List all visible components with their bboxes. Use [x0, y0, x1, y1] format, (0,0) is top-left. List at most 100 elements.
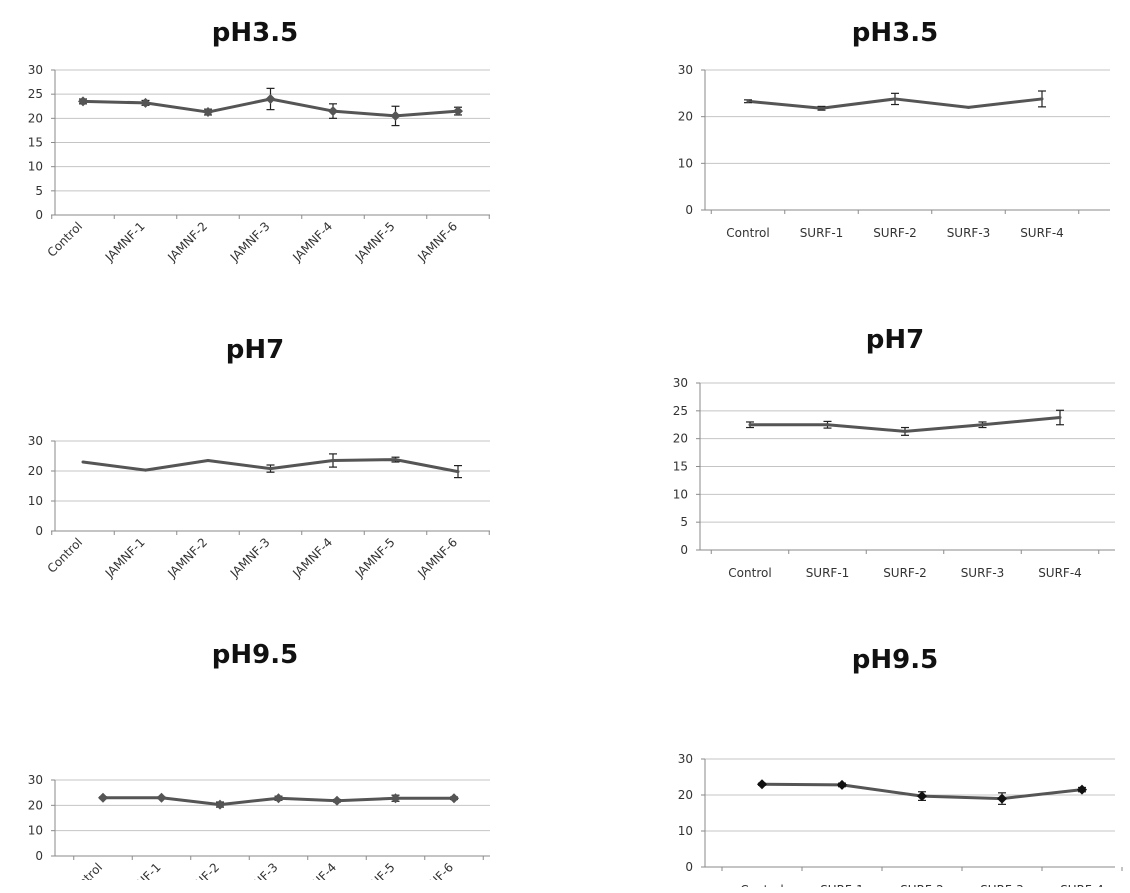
x-tick-label: SURF-4 — [1060, 883, 1104, 887]
data-point-marker — [390, 110, 401, 121]
x-tick-label: JAMNF-1 — [102, 219, 148, 265]
chart-svg: 0 10 20 30 Control SURF-1 SURF-2 SURF-3 SURF-4 — [678, 63, 1110, 240]
y-tick-label: 0 — [685, 860, 693, 874]
y-tick-label: 25 — [673, 404, 688, 418]
x-tick-label: JAMNF-5 — [352, 860, 398, 880]
y-tick-label: 0 — [680, 543, 688, 557]
x-tick-label: Control — [726, 226, 769, 240]
data-point-marker — [140, 97, 151, 108]
y-tick-label: 20 — [678, 788, 693, 802]
y-tick-label: 30 — [673, 376, 688, 390]
y-tick-label: 20 — [28, 798, 43, 812]
y-tick-label: 30 — [678, 63, 693, 77]
x-tick-label: SURF-3 — [980, 883, 1024, 887]
data-point-marker — [1077, 784, 1087, 795]
x-tick-label: SURF-3 — [961, 566, 1005, 580]
y-tick-label: 10 — [678, 824, 693, 838]
x-tick-label: Control — [728, 566, 771, 580]
data-point — [826, 423, 829, 427]
data-point — [144, 468, 147, 472]
chart-panel-4: pH7 0 5 10 15 20 25 30 Control SURF-1 SURF-2 SURF-… — [660, 325, 1130, 605]
y-tick-label: 30 — [678, 752, 693, 766]
x-tick-label: JAMNF-3 — [227, 219, 273, 265]
data-point-marker — [156, 792, 167, 803]
data-point-marker — [390, 793, 401, 804]
x-tick-label: SURF-1 — [820, 883, 864, 887]
x-tick-label: SURF-3 — [947, 226, 991, 240]
data-point — [206, 459, 210, 462]
chart-title: pH3.5 — [851, 18, 939, 48]
data-point-marker — [203, 107, 213, 118]
x-tick-label: SURF-4 — [1038, 566, 1082, 580]
chart-svg: 0 5 10 15 20 25 30 Control JAMNF-1 JAMNF-2 JAMNF-3… — [28, 63, 490, 265]
y-tick-label: 15 — [673, 460, 688, 474]
y-tick-label: 25 — [28, 87, 43, 101]
y-tick-label: 0 — [35, 208, 43, 222]
data-point-marker — [332, 795, 342, 806]
data-point — [820, 106, 823, 110]
data-point-marker — [78, 96, 88, 107]
x-tick-label: SURF-2 — [883, 566, 927, 580]
data-point — [1040, 97, 1044, 101]
chart-panel-2: pH3.5 0 10 20 30 Control SURF-1 SURF-2 SURF-3 SU… — [660, 0, 1130, 300]
y-tick-label: 30 — [28, 63, 43, 77]
y-tick-label: 10 — [28, 494, 43, 508]
y-tick-label: 5 — [680, 515, 688, 529]
data-point — [748, 423, 752, 427]
chart-svg: 0 10 20 30 Control JAMNF-1 JAMNF-2 JAMNF-3 JAMNF… — [28, 434, 490, 581]
x-tick-label: SURF-2 — [873, 226, 917, 240]
data-point — [893, 97, 897, 101]
x-tick-label: JAMNF-4 — [289, 535, 335, 581]
chart-title: pH3.5 — [211, 18, 299, 48]
x-tick-label: JAMNF-2 — [164, 535, 210, 581]
x-tick-label: Control — [740, 883, 783, 887]
y-tick-label: 0 — [35, 849, 43, 863]
data-point-marker — [453, 106, 463, 117]
chart-title: pH7 — [865, 325, 925, 355]
data-point-marker — [917, 791, 927, 802]
y-tick-label: 0 — [35, 524, 43, 538]
y-tick-label: 20 — [673, 432, 688, 446]
data-point — [81, 460, 85, 464]
data-point — [394, 458, 397, 462]
x-tick-label: JAMNF-3 — [235, 860, 281, 880]
data-point-marker — [215, 799, 225, 810]
y-tick-label: 10 — [28, 160, 43, 174]
x-tick-label: JAMNF-1 — [118, 860, 164, 880]
chart-panel-1: pH3.5 0 5 10 15 20 25 30 Control JAMNF-1 JAMNF-2 J… — [0, 0, 510, 300]
data-point — [746, 99, 750, 103]
x-tick-label: JAMNF-6 — [410, 860, 456, 880]
y-tick-label: 15 — [28, 136, 43, 150]
chart-title: pH9.5 — [851, 645, 939, 675]
x-tick-label: JAMNF-6 — [414, 219, 460, 265]
x-tick-label: JAMNF-5 — [352, 219, 398, 265]
chart-svg: 0 5 10 15 20 25 30 Control SURF-1 SURF-2 SURF-3 SUR… — [673, 376, 1115, 580]
x-tick-label: SURF-1 — [806, 566, 850, 580]
data-point — [331, 459, 335, 462]
data-point-marker — [757, 779, 767, 790]
data-point-marker — [837, 779, 847, 790]
y-tick-label: 10 — [28, 824, 43, 838]
chart-panel-5: pH9.5 0 10 20 30 Control JAMNF-1 JAMNF-2 JAMNF-… — [0, 640, 510, 893]
x-tick-label: SURF-4 — [1020, 226, 1064, 240]
x-tick-label: JAMNF-6 — [414, 535, 460, 581]
x-tick-label: SURF-2 — [900, 883, 944, 887]
y-tick-label: 5 — [35, 184, 43, 198]
x-tick-label: JAMNF-3 — [227, 535, 273, 581]
data-point — [1058, 416, 1062, 420]
x-tick-label: JAMNF-5 — [352, 535, 398, 581]
chart-svg: 0 10 20 30 Control JAMNF-1 JAMNF-2 JAMNF-3 JAMNF… — [28, 773, 490, 880]
data-point-marker — [997, 793, 1007, 804]
x-tick-label: JAMNF-1 — [102, 535, 148, 581]
x-tick-label: Control — [65, 860, 106, 880]
chart-panel-6: pH9.5 0 10 20 30 Control SURF-1 SURF-2 SURF-3 SU… — [660, 645, 1130, 893]
x-tick-label: Control — [45, 535, 86, 576]
y-tick-label: 20 — [678, 110, 693, 124]
chart-panel-3: pH7 0 10 20 30 Control JAMNF-1 JAMNF-2 JAMNF-3 J… — [0, 335, 510, 581]
data-point-marker — [265, 94, 276, 104]
x-tick-label: SURF-1 — [800, 226, 844, 240]
y-tick-label: 10 — [678, 156, 693, 170]
x-tick-label: JAMNF-4 — [289, 219, 335, 265]
chart-svg: 0 10 20 30 Control SURF-1 SURF-2 SURF-3 SURF-4 — [678, 752, 1123, 887]
y-tick-label: 20 — [28, 111, 43, 125]
